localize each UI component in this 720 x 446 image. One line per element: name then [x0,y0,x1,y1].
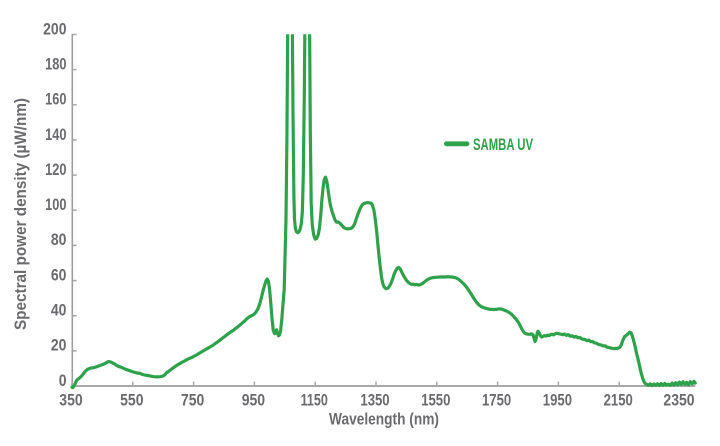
svg-text:1550: 1550 [421,391,450,410]
svg-text:0: 0 [59,371,67,390]
svg-text:Wavelength (nm): Wavelength (nm) [329,409,439,428]
svg-text:1750: 1750 [482,391,511,410]
svg-text:140: 140 [45,125,66,144]
svg-text:1150: 1150 [301,391,328,410]
svg-text:1950: 1950 [543,391,572,410]
svg-text:100: 100 [45,195,66,214]
svg-text:200: 200 [43,19,66,38]
svg-text:950: 950 [242,391,265,410]
svg-text:20: 20 [51,336,67,355]
svg-text:750: 750 [181,391,204,410]
svg-text:550: 550 [120,391,143,410]
svg-text:2150: 2150 [604,391,633,410]
svg-text:SAMBA UV: SAMBA UV [473,135,533,154]
svg-text:Spectral power density (µW/nm): Spectral power density (µW/nm) [11,98,30,330]
svg-text:40: 40 [51,301,67,320]
svg-text:180: 180 [45,54,66,73]
svg-text:80: 80 [51,230,67,249]
svg-text:2350: 2350 [663,391,694,410]
svg-text:1350: 1350 [360,391,389,410]
svg-text:120: 120 [45,160,66,179]
svg-text:160: 160 [45,90,66,109]
svg-text:350: 350 [59,391,82,410]
svg-text:60: 60 [51,265,67,284]
